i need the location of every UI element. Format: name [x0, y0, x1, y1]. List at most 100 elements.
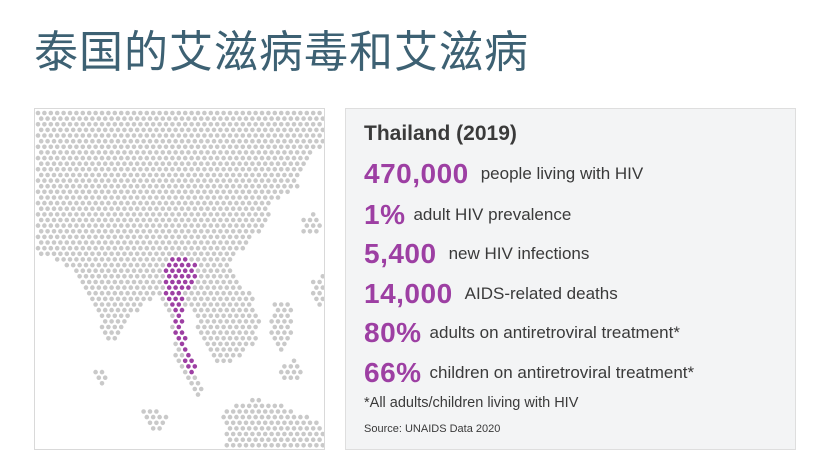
stat-value: 66% [364, 357, 422, 388]
map-dot [224, 274, 230, 279]
map-dot [282, 150, 287, 155]
map-dot [141, 274, 146, 279]
map-dot [141, 116, 146, 121]
map-dot [243, 443, 249, 448]
map-dot [134, 116, 140, 121]
map-dot [202, 144, 207, 150]
map-dot [93, 212, 98, 217]
map-dot [230, 330, 236, 335]
map-dot [102, 161, 108, 166]
map-dot [128, 285, 134, 290]
map-dot [243, 307, 249, 313]
map-dot-highlight [182, 358, 188, 364]
map-dot [278, 369, 284, 375]
map-dot [128, 116, 134, 121]
map-dot [67, 257, 73, 262]
map-dot [320, 127, 324, 133]
map-dot [186, 240, 191, 245]
map-dot [234, 245, 239, 251]
map-dot [157, 257, 162, 262]
map-dot [70, 116, 76, 121]
map-dot [218, 229, 223, 234]
map-dot [96, 251, 102, 257]
map-dot [243, 195, 249, 200]
map-dot [266, 178, 271, 183]
map-dot [154, 229, 159, 234]
map-dot [90, 217, 95, 223]
map-dot [90, 206, 95, 211]
map-dot-highlight [166, 296, 172, 302]
map-dot [234, 324, 239, 330]
map-dot [266, 122, 271, 127]
map-dot [243, 150, 249, 155]
map-dot [243, 420, 249, 426]
map-dot [291, 358, 297, 364]
map-dot [173, 195, 178, 200]
map-dot [96, 307, 102, 313]
map-dot [224, 161, 230, 166]
map-dot [186, 206, 191, 211]
map-dot [285, 426, 290, 431]
map-dot [163, 110, 169, 116]
map-dot [218, 195, 223, 200]
map-dot [246, 122, 252, 127]
map-dot [80, 234, 86, 240]
map-dot [224, 262, 230, 268]
map-dot-highlight [186, 262, 191, 268]
map-dot [256, 431, 262, 437]
map-dot [208, 324, 214, 330]
map-dot [301, 431, 306, 437]
map-dot [275, 341, 281, 347]
map-dot [102, 296, 108, 302]
map-dot [278, 122, 284, 127]
map-dot [202, 257, 207, 262]
map-dot [285, 437, 290, 443]
map-dot [176, 178, 182, 183]
map-dot [224, 229, 230, 234]
map-dot [221, 268, 226, 273]
map-dot-highlight [163, 268, 169, 273]
map-dot [173, 217, 178, 223]
map-dot [314, 138, 319, 144]
map-dot [240, 426, 246, 431]
map-dot [304, 155, 310, 161]
map-dot [285, 336, 290, 341]
map-dot [70, 251, 76, 257]
map-dot [285, 302, 290, 307]
map-dot [256, 172, 262, 178]
map-dot [38, 183, 44, 189]
map-dot [259, 426, 265, 431]
stats-heading: Thailand (2019) [364, 122, 517, 145]
map-dot [234, 144, 239, 150]
map-dot [205, 183, 210, 189]
map-dot [237, 330, 242, 335]
map-dot [54, 257, 60, 262]
map-dot [192, 206, 198, 211]
map-dot-highlight [173, 274, 178, 279]
map-dot [118, 167, 124, 172]
map-dot [234, 133, 239, 138]
map-dot [211, 285, 217, 290]
map-dot [67, 178, 73, 183]
map-dot [173, 116, 178, 121]
map-dot [272, 302, 278, 307]
map-dot-highlight [186, 285, 191, 290]
map-dot [253, 426, 258, 431]
map-dot [83, 172, 89, 178]
map-dot [237, 443, 242, 448]
map-dot [317, 110, 322, 116]
map-dot [227, 358, 233, 364]
map-dot [154, 183, 159, 189]
map-dot [208, 122, 214, 127]
map-dot [307, 116, 313, 121]
map-dot [99, 200, 105, 206]
map-dot [144, 414, 150, 420]
map-dot [214, 144, 220, 150]
map-dot [138, 234, 143, 240]
map-dot [291, 178, 297, 183]
map-dot [246, 189, 252, 195]
map-dot [202, 189, 207, 195]
map-dot [186, 172, 191, 178]
map-dot [211, 262, 217, 268]
map-dot [246, 234, 252, 240]
